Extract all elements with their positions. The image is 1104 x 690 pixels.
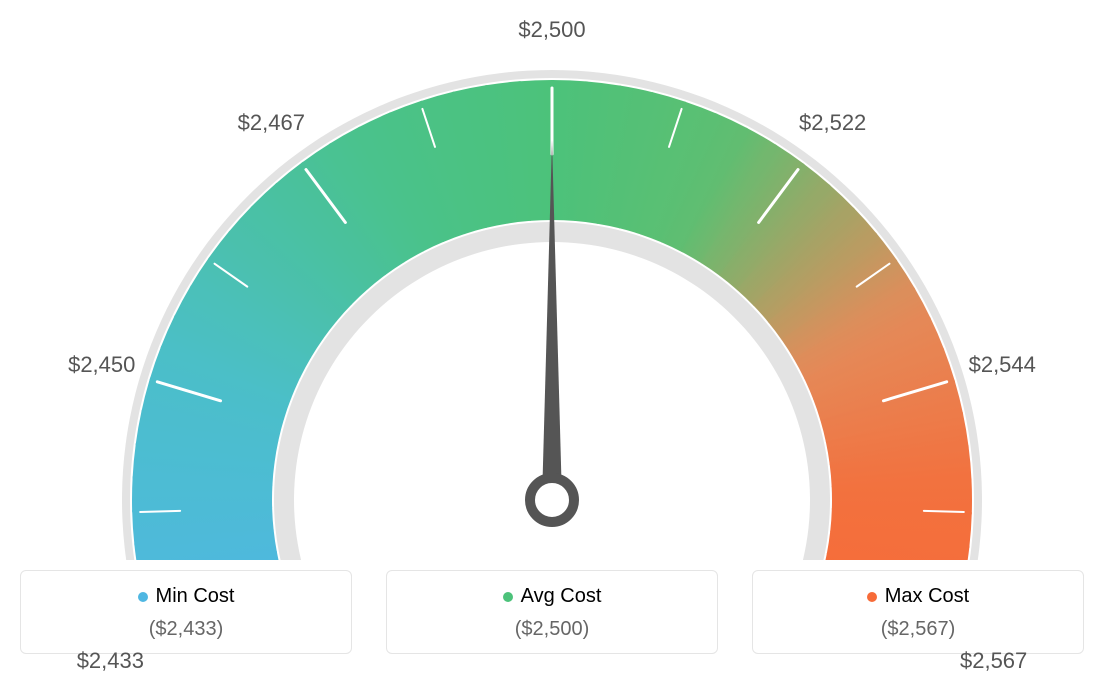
legend-title-max: Max Cost [867, 585, 969, 608]
legend-dot-avg [503, 592, 513, 602]
legend-value-max: ($2,567) [763, 618, 1073, 641]
legend-label-max: Max Cost [885, 585, 969, 608]
gauge-tick-label: $2,544 [969, 352, 1036, 378]
gauge-tick-label: $2,433 [77, 648, 144, 674]
gauge-tick-label: $2,500 [518, 17, 585, 43]
legend-card-min: Min Cost ($2,433) [20, 570, 352, 654]
legend-value-avg: ($2,500) [397, 618, 707, 641]
cost-gauge-chart: $2,433$2,450$2,467$2,500$2,522$2,544$2,5… [20, 20, 1084, 654]
legend-dot-min [138, 592, 148, 602]
gauge-tick-label: $2,522 [799, 110, 866, 136]
legend-dot-max [867, 592, 877, 602]
legend-label-avg: Avg Cost [521, 585, 602, 608]
gauge-tick-label: $2,567 [960, 648, 1027, 674]
legend-value-min: ($2,433) [31, 618, 341, 641]
legend-card-avg: Avg Cost ($2,500) [386, 570, 718, 654]
legend-title-min: Min Cost [138, 585, 235, 608]
legend-title-avg: Avg Cost [503, 585, 602, 608]
legend-label-min: Min Cost [156, 585, 235, 608]
gauge-svg [20, 20, 1084, 560]
gauge-tick-label: $2,450 [68, 352, 135, 378]
gauge-tick-label: $2,467 [238, 110, 305, 136]
legend-row: Min Cost ($2,433) Avg Cost ($2,500) Max … [20, 570, 1084, 654]
gauge-area: $2,433$2,450$2,467$2,500$2,522$2,544$2,5… [20, 20, 1084, 560]
legend-card-max: Max Cost ($2,567) [752, 570, 1084, 654]
